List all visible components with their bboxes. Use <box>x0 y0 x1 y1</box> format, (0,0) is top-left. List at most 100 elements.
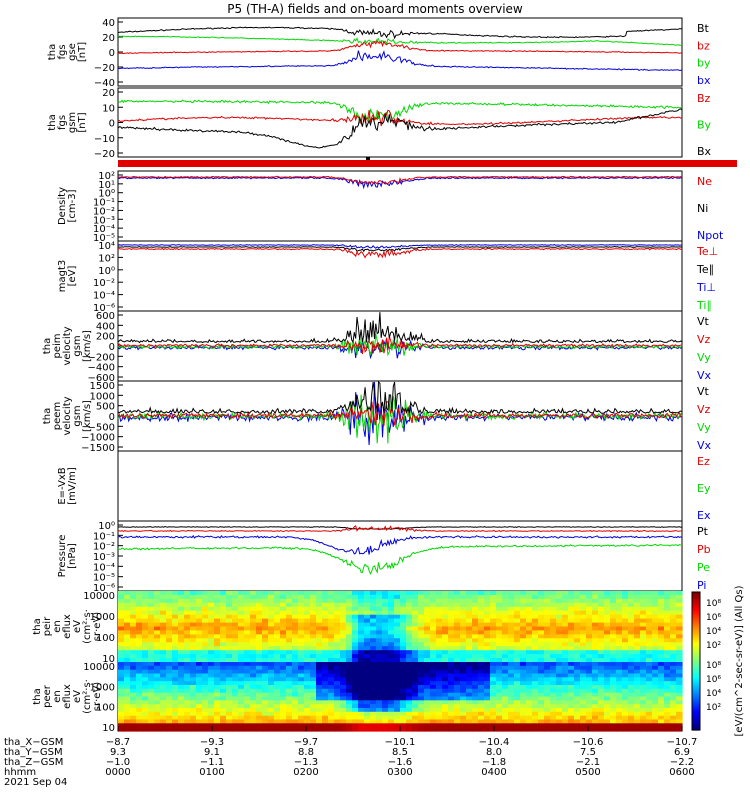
peer-spectrogram-cell <box>406 669 413 675</box>
peir-spectrogram-cell <box>616 598 623 604</box>
peer-spectrogram-cell <box>670 700 677 705</box>
peir-spectrogram-cell <box>478 594 485 600</box>
peer-spectrogram-cell <box>124 719 131 724</box>
peer-spectrogram-cell <box>220 685 227 690</box>
peir-spectrogram-cell <box>568 610 575 616</box>
peer-spectrogram-cell <box>322 704 329 709</box>
colorbar-step <box>692 644 700 648</box>
peir-spectrogram-cell <box>394 598 401 604</box>
peir-spectrogram-cell <box>136 642 143 647</box>
peer-spectrogram-cell <box>190 727 197 732</box>
peer-spectrogram-cell <box>394 711 401 717</box>
peer-spectrogram-cell <box>550 677 557 682</box>
peer-spectrogram-cell <box>580 723 587 728</box>
peer-spectrogram-cell <box>280 673 287 678</box>
peer-spectrogram-cell <box>376 696 383 701</box>
peir-spectrogram-cell <box>472 622 479 628</box>
peir-spectrogram-cell <box>142 646 149 651</box>
peer-spectrogram-cell <box>298 665 305 671</box>
peir-spectrogram-cell <box>262 642 269 647</box>
peir-spectrogram-cell <box>364 622 371 628</box>
peir-spectrogram-cell <box>280 614 287 620</box>
peir-spectrogram-cell <box>370 594 377 600</box>
peer-spectrogram-cell <box>400 715 407 721</box>
peer-spectrogram-cell <box>526 696 533 701</box>
peer-spectrogram-cell <box>130 665 137 671</box>
peir-spectrogram-cell <box>172 602 179 608</box>
peir-spectrogram-cell <box>496 642 503 647</box>
colorbar-step <box>692 727 700 731</box>
peer-spectrogram-cell <box>652 700 659 705</box>
peir-spectrogram-cell <box>556 618 563 624</box>
peir-spectrogram-cell <box>604 650 611 655</box>
peer-spectrogram-cell <box>604 673 611 678</box>
peer-spectrogram-cell <box>508 708 515 713</box>
peir-spectrogram-cell <box>574 594 581 600</box>
peer-spectrogram-cell <box>274 692 281 698</box>
peer-spectrogram-cell <box>214 700 221 705</box>
peir-spectrogram-cell <box>322 642 329 647</box>
peer-spectrogram-cell <box>268 696 275 701</box>
peir-spectrogram-cell <box>472 594 479 600</box>
peer-spectrogram-cell <box>652 708 659 713</box>
peir-spectrogram-cell <box>484 638 491 643</box>
peer-spectrogram-cell <box>172 669 179 675</box>
peer-spectrogram-cell <box>622 673 629 678</box>
peer-spectrogram-cell <box>556 677 563 682</box>
peer-spectrogram-cell <box>622 685 629 690</box>
peir-spectrogram-cell <box>622 598 629 604</box>
peir-spectrogram-cell <box>394 610 401 616</box>
peir-spectrogram-cell <box>556 650 563 655</box>
peer-spectrogram-cell <box>610 696 617 701</box>
peim-velocity-ylabel: tha peim velocity gsm [km/s] <box>42 326 93 365</box>
peer-spectrogram-cell <box>568 662 575 667</box>
peer-spectrogram-cell <box>592 692 599 698</box>
peer-spectrogram-cell <box>514 727 521 732</box>
peir-spectrogram-cell <box>286 610 293 616</box>
peir-spectrogram-cell <box>676 626 683 631</box>
peer-spectrogram-cell <box>466 708 473 713</box>
peer-spectrogram-cell <box>184 696 191 701</box>
peir-spectrogram-cell <box>358 591 365 596</box>
peir-spectrogram-cell <box>202 638 209 643</box>
peir-spectrogram-cell <box>520 650 527 655</box>
peer-spectrogram-cell <box>238 711 245 717</box>
peir-spectrogram-cell <box>220 630 227 635</box>
peer-spectrogram-cell <box>592 688 599 694</box>
density-ytick-label: 10⁻³ <box>93 215 115 226</box>
peir-spectrogram-cell <box>592 642 599 647</box>
peer-spectrogram-cell <box>190 673 197 678</box>
peer-spectrogram-cell <box>454 692 461 698</box>
peer-spectrogram-cell <box>322 700 329 705</box>
peer-spectrogram-cell <box>406 708 413 713</box>
peir-spectrogram-cell <box>580 598 587 604</box>
peer-spectrogram-cell <box>130 727 137 732</box>
peer-spectrogram-cell <box>226 704 233 709</box>
peir-spectrogram-cell <box>298 638 305 643</box>
peer-spectrogram-cell <box>556 662 563 667</box>
peer-spectrogram-cell <box>160 692 167 698</box>
peer-spectrogram-cell <box>256 711 263 717</box>
peir-spectrogram-cell <box>310 602 317 608</box>
peer-spectrogram-cell <box>370 700 377 705</box>
peer-spectrogram-cell <box>394 723 401 728</box>
peir-spectrogram-cell <box>604 646 611 651</box>
peer-spectrogram-cell <box>136 688 143 694</box>
peir-spectrogram-cell <box>586 638 593 643</box>
peer-spectrogram-cell <box>454 708 461 713</box>
peer-spectrogram-cell <box>244 704 251 709</box>
peer-spectrogram-cell <box>508 688 515 694</box>
peir-spectrogram-cell <box>664 622 671 628</box>
peer-spectrogram-cell <box>364 727 371 732</box>
peir-spectrogram-cell <box>196 618 203 624</box>
peir-spectrogram-cell <box>310 630 317 635</box>
peir-spectrogram-cell <box>172 646 179 651</box>
peim-velocity-ytick-label: 200 <box>96 332 115 343</box>
peir-spectrogram-cell <box>136 594 143 600</box>
peir-spectrogram-cell <box>658 602 665 608</box>
peir-spectrogram-cell <box>418 614 425 620</box>
peir-spectrogram-cell <box>208 638 215 643</box>
peir-spectrogram-cell <box>556 626 563 631</box>
peer-spectrogram-cell <box>376 727 383 732</box>
peir-spectrogram-cell <box>268 650 275 655</box>
